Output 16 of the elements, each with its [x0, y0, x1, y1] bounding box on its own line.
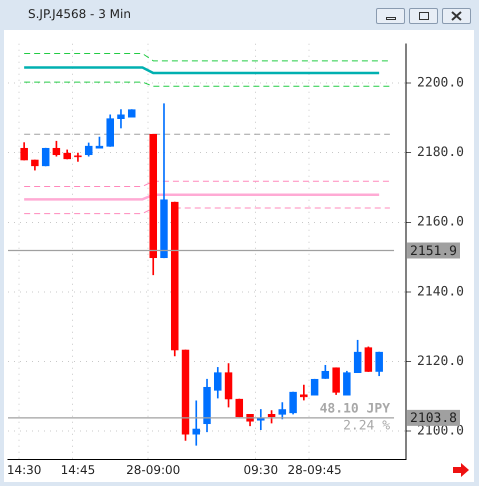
x-tick-label: 09:30 [244, 462, 278, 477]
chart-title: S.JP.J4568 - 3 Min [28, 7, 131, 21]
ref-line-label: 2151.9 [410, 244, 458, 259]
candlestick [117, 109, 125, 128]
y-tick-label: 2140.0 [417, 284, 464, 300]
annotation: 2.24 % [343, 418, 390, 434]
ref-line-label: 2103.8 [410, 411, 458, 426]
x-tick-label: 14:30 [6, 462, 42, 477]
annotation: 48.10 JPY [320, 402, 390, 417]
x-tick-label: 14:45 [60, 462, 96, 477]
x-tick-label: 28-09:00 [126, 462, 180, 477]
y-tick-label: 2180.0 [417, 145, 464, 160]
y-tick-label: 2160.0 [417, 214, 464, 230]
y-tick-label: 2200.0 [417, 75, 464, 90]
x-tick-label: 28-09:45 [288, 462, 342, 477]
y-tick-label: 2120.0 [417, 354, 464, 369]
